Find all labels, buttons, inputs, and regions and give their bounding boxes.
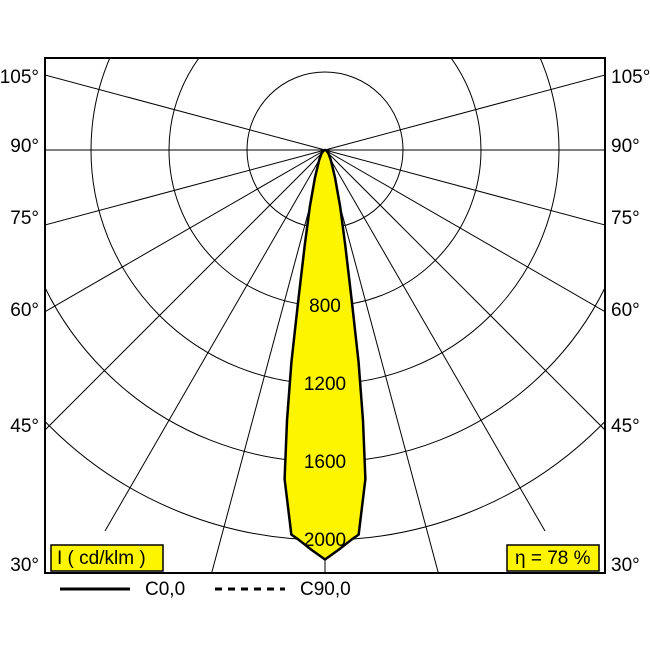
radial-tick-label: 2000: [304, 530, 346, 551]
units-label: I ( cd/klm ): [57, 548, 146, 569]
angle-label-left: 45°: [10, 416, 39, 437]
radial-tick-label: 1600: [304, 452, 346, 473]
angle-label-left: 105°: [0, 67, 39, 88]
angle-label-left: 30°: [10, 555, 39, 576]
polar-chart-container: 800 1200 1600 2000 105° 105° 90° 90° 75° 75° 60° 60…: [0, 0, 650, 650]
polar-chart-svg: 800 1200 1600 2000 105° 105° 90° 90° 75° 75° 60° 60…: [0, 0, 650, 650]
lobe-group: [285, 150, 366, 560]
spoke: [325, 150, 636, 461]
angle-label-left: 90°: [10, 136, 39, 157]
angle-label-right: 105°: [611, 67, 650, 88]
radial-tick-label: 1200: [304, 374, 346, 395]
legend-label-c90: C90,0: [300, 579, 351, 600]
spoke: [0, 150, 325, 264]
angle-label-left: 75°: [10, 208, 39, 229]
legend-label-c0: C0,0: [145, 579, 185, 600]
spoke: [0, 36, 325, 150]
angle-label-right: 45°: [611, 416, 640, 437]
efficiency-label: η = 78 %: [515, 548, 591, 569]
intensity-lobe-c0: [285, 150, 366, 560]
angle-label-right: 75°: [611, 208, 640, 229]
spoke: [325, 150, 650, 370]
spoke: [325, 36, 650, 150]
angle-label-right: 90°: [611, 136, 640, 157]
radial-tick-label: 800: [309, 296, 341, 317]
spoke: [0, 150, 325, 370]
angle-label-left: 60°: [10, 300, 39, 321]
spoke: [14, 150, 325, 461]
spoke: [325, 150, 650, 264]
angle-label-right: 60°: [611, 300, 640, 321]
angle-label-right: 30°: [611, 555, 640, 576]
